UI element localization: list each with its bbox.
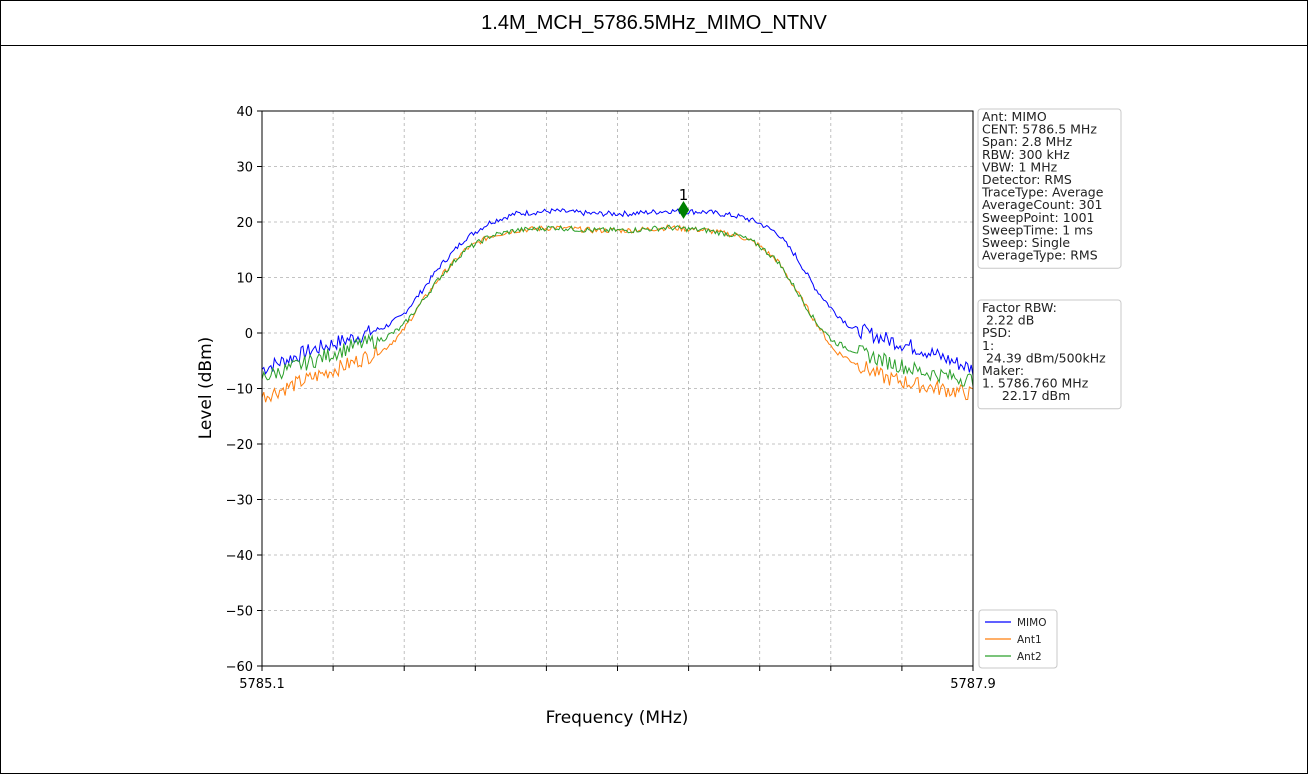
result-box-line: Maker:	[982, 363, 1024, 378]
result-box-line: PSD:	[982, 325, 1011, 340]
legend-label-ant2: Ant2	[1017, 651, 1042, 663]
result-box-frame	[977, 299, 1122, 410]
legend-frame	[978, 609, 1058, 669]
legend-label-mimo: MIMO	[1017, 617, 1046, 629]
info-box-line: CENT: 5786.5 MHz	[982, 122, 1097, 137]
x-tick-label: 5787.9	[950, 677, 996, 692]
info-box-line: Ant: MIMO	[982, 109, 1047, 124]
info-box-line: AverageCount: 301	[982, 197, 1103, 212]
result-box-line: 1. 5786.760 MHz	[982, 376, 1089, 391]
result-box-line: 2.22 dB	[982, 313, 1034, 328]
x-tick-label: 5785.1	[239, 677, 285, 692]
info-box-line: Sweep: Single	[982, 235, 1070, 250]
info-box-line: Detector: RMS	[982, 172, 1072, 187]
result-box-line: 22.17 dBm	[982, 388, 1070, 403]
y-tick-label: 0	[245, 327, 253, 342]
y-tick-label: 30	[236, 161, 253, 176]
y-axis-ticks: −60 −50 −40 −30 −20 −10 0 10 20 30 40	[226, 105, 262, 675]
y-axis-label: Level (dBm)	[196, 337, 216, 440]
marker-group: 1	[677, 186, 690, 219]
y-tick-label: −60	[226, 660, 253, 675]
y-tick-label: −20	[226, 438, 253, 453]
chart-title: 1.4M_MCH_5786.5MHz_MIMO_NTNV	[1, 1, 1307, 46]
y-tick-label: −10	[226, 383, 253, 398]
y-tick-label: 40	[236, 105, 253, 120]
y-tick-label: −40	[226, 549, 253, 564]
y-tick-label: −30	[226, 494, 253, 509]
y-tick-label: 10	[236, 272, 253, 287]
info-box-line: AverageType: RMS	[982, 248, 1098, 263]
x-axis-label: Frequency (MHz)	[546, 708, 689, 728]
x-axis-ticks: 5785.1 5787.9	[239, 666, 996, 692]
series-lines	[261, 208, 974, 403]
grid-lines	[262, 111, 973, 666]
chart-svg: −60 −50 −40 −30 −20 −10 0 10 20 30 40 5785.1 5787.9…	[196, 105, 1122, 728]
legend-label-ant1: Ant1	[1017, 634, 1042, 646]
result-box-line: 1:	[982, 338, 994, 353]
y-tick-label: −50	[226, 605, 253, 620]
info-box-line: RBW: 300 kHz	[982, 147, 1070, 162]
series-line-ant2	[261, 224, 974, 387]
series-line-mimo	[261, 208, 974, 376]
info-box-line: Span: 2.8 MHz	[982, 134, 1073, 149]
info-box-line: SweepTime: 1 ms	[982, 222, 1093, 237]
marker-diamond	[677, 201, 690, 219]
result-box-line: 24.39 dBm/500kHz	[982, 350, 1106, 365]
legend: MIMO Ant1 Ant2	[978, 609, 1058, 669]
marker-label: 1	[679, 186, 689, 204]
y-tick-label: 20	[236, 216, 253, 231]
series-line-ant1	[261, 224, 974, 403]
info-box-frame	[977, 108, 1122, 269]
info-box-line: VBW: 1 MHz	[982, 159, 1058, 174]
info-box-line: TraceType: Average	[981, 185, 1104, 200]
result-box-line: Factor RBW:	[982, 300, 1057, 315]
info-box-line: SweepPoint: 1001	[982, 210, 1095, 225]
